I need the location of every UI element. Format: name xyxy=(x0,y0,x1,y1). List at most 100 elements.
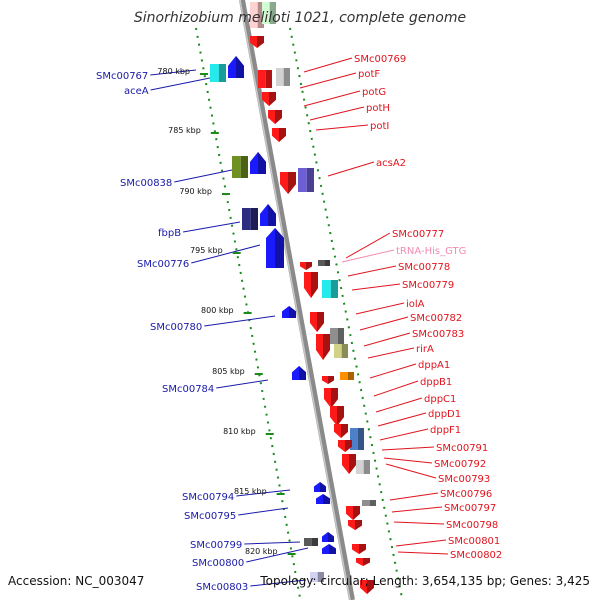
plus-gene-label: potG xyxy=(362,87,386,98)
minus-gene-label: SMc00838 xyxy=(120,178,172,189)
gene-feature-box-shade xyxy=(369,500,376,506)
plus-label-connector xyxy=(381,446,435,451)
plus-label-connector xyxy=(369,363,417,379)
minus-label-connector xyxy=(150,77,211,91)
plus-strand-gene-shade xyxy=(355,520,362,530)
minus-strand-gene-shade xyxy=(329,544,336,554)
plus-strand-gene-shade xyxy=(323,334,330,360)
gene-feature-box-shade xyxy=(240,156,248,178)
gene-features xyxy=(210,2,376,594)
plus-gene-label: SMc00797 xyxy=(444,503,496,514)
gene-feature-box-shade xyxy=(311,538,318,546)
plus-gene-label: acsA2 xyxy=(376,158,406,169)
minus-strand-gene-shade xyxy=(268,204,276,226)
plus-label-connector xyxy=(395,539,447,547)
plus-gene-label: SMc00798 xyxy=(446,520,498,531)
plus-gene-label: potF xyxy=(358,69,380,80)
gene-feature-box-shade xyxy=(347,372,354,380)
plus-gene-label: SMc00769 xyxy=(354,54,406,65)
scale-tick-label: 810 kbp xyxy=(223,427,256,436)
gene-feature-box-shade xyxy=(218,64,226,82)
plus-gene-label: dppA1 xyxy=(418,360,450,371)
minus-label-connector xyxy=(236,489,291,497)
minus-strand-gene-shade xyxy=(289,306,296,318)
scale-tick-label: 800 kbp xyxy=(201,306,234,315)
plus-gene-label: dppB1 xyxy=(420,377,452,388)
plus-label-connector xyxy=(363,332,411,347)
minus-strand-gene-shade xyxy=(323,494,330,504)
minus-strand-gene-shade xyxy=(299,366,306,380)
scale-tick-label: 820 kbp xyxy=(245,547,278,556)
plus-gene-label: SMc00792 xyxy=(434,459,486,470)
plus-label-connector xyxy=(383,457,433,464)
gene-feature-box-shade xyxy=(324,260,330,266)
gene-feature-box-shade xyxy=(257,2,264,28)
minus-label-connector xyxy=(191,244,261,264)
backbone-highlight xyxy=(239,0,351,600)
plus-label-connector xyxy=(385,463,437,479)
gene-feature-box xyxy=(322,280,331,298)
plus-strand-gene-shade xyxy=(328,376,334,384)
plus-label-connector xyxy=(377,412,427,427)
plus-strand-gene-shade xyxy=(345,440,352,452)
gene-feature-box xyxy=(362,500,370,506)
minus-gene-label: SMc00803 xyxy=(196,582,248,593)
minus-strand-gene-shade xyxy=(328,532,334,542)
gene-feature-box-shade xyxy=(306,168,314,192)
plus-strand-gene-shade xyxy=(288,172,296,194)
gene-feature-box xyxy=(258,70,266,88)
minus-gene-label: aceA xyxy=(124,86,149,97)
trna-gene-label: tRNA-His_GTG xyxy=(396,246,466,257)
plus-label-connector xyxy=(355,302,405,315)
gene-feature-box-shade xyxy=(330,280,338,298)
minus-strand-gene-shade xyxy=(258,152,266,174)
gene-feature-box xyxy=(250,2,258,28)
plus-label-connector xyxy=(345,232,391,259)
plus-strand-gene-shade xyxy=(257,36,264,48)
gene-feature-box-shade xyxy=(317,572,324,582)
plus-label-connector xyxy=(375,397,423,413)
minus-gene-label: SMc00794 xyxy=(182,492,234,503)
minus-label-connector xyxy=(246,547,309,563)
minus-gene-label: SMc00776 xyxy=(137,259,189,270)
plus-label-connector xyxy=(391,506,443,513)
gene-feature-box xyxy=(350,428,358,450)
gene-feature-box xyxy=(356,460,364,474)
scale-tick-label: 790 kbp xyxy=(179,187,212,196)
plus-gene-label: dppF1 xyxy=(430,425,461,436)
gene-feature-box-shade xyxy=(250,208,258,230)
label-connectors xyxy=(150,57,449,587)
plus-strand-gene-shade xyxy=(363,558,370,566)
plus-strand-gene-shade xyxy=(311,272,318,298)
gene-feature-box-shade xyxy=(269,2,276,24)
gene-feature-box xyxy=(304,538,312,546)
accession-text: Accession: NC_003047 xyxy=(8,574,145,588)
plus-gene-label: SMc00802 xyxy=(450,550,502,561)
plus-label-connector xyxy=(299,72,357,89)
plus-label-connector xyxy=(303,57,353,73)
minus-label-connector xyxy=(150,69,197,76)
plus-label-connector xyxy=(347,265,397,277)
plus-strand-gene-shade xyxy=(306,262,312,270)
plus-gene-label: dppD1 xyxy=(428,409,461,420)
plus-label-connector xyxy=(367,347,415,359)
gene-feature-box-shade xyxy=(341,344,348,358)
plus-gene-label: rirA xyxy=(416,344,434,355)
minus-gene-label: SMc00784 xyxy=(162,384,214,395)
plus-gene-label: SMc00783 xyxy=(412,329,464,340)
minus-gene-label: SMc00767 xyxy=(96,71,148,82)
minus-label-connector xyxy=(244,541,301,545)
plus-label-connector xyxy=(315,124,369,131)
plus-strand-gene-shade xyxy=(337,406,344,426)
plus-gene-label: dppC1 xyxy=(424,394,456,405)
gene-feature-box-shade xyxy=(357,428,364,450)
plus-strand-gene-shade xyxy=(331,388,338,408)
plus-gene-label: potI xyxy=(370,121,389,132)
minus-gene-label: SMc00800 xyxy=(192,558,244,569)
plus-label-connector xyxy=(393,521,445,525)
minus-label-connector xyxy=(182,221,241,233)
plus-gene-label: iolA xyxy=(406,299,425,310)
plus-strand-gene-shade xyxy=(367,580,374,594)
plus-label-connector xyxy=(389,492,439,501)
